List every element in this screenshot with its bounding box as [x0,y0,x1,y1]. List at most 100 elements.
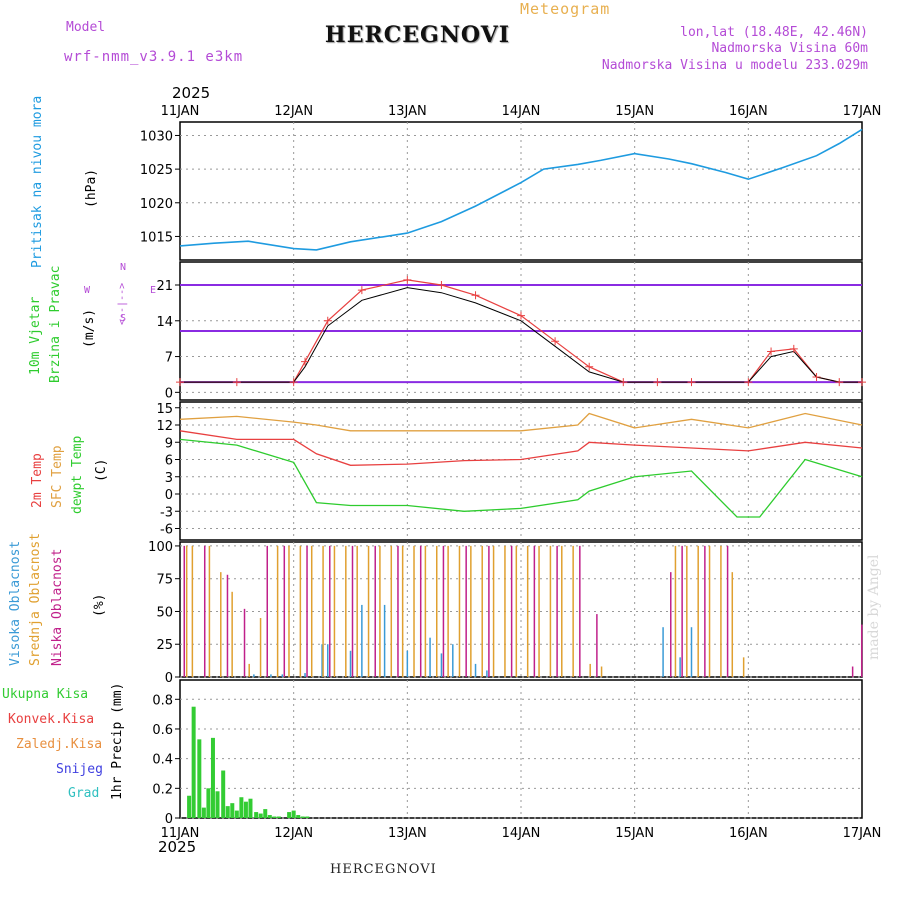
x-tick-label: 11JAN [161,826,200,841]
precip-label-hail: Grad [68,786,100,801]
precip-bar [243,801,248,818]
bottom-title: HERCEGNOVI [330,862,437,877]
x-tick-label: 17JAN [843,826,882,841]
gust-marker [653,378,662,387]
year-top: 2025 [172,84,211,102]
panel-frame [179,401,863,541]
compass-e: E [150,285,157,296]
x-tick-label: 12JAN [274,104,313,119]
x-tick-label: 14JAN [502,104,541,119]
precip-bar [201,807,206,818]
model-label: Model [66,20,106,35]
meteogram-label: Meteogram [520,0,611,18]
y-tick-label: 0 [165,812,173,827]
y-tick-label: 75 [156,573,173,588]
precip-bar [191,706,196,818]
precip-bar [210,737,215,818]
gust-marker [744,378,753,387]
panel-frame [179,679,863,819]
precip-bar [258,813,263,818]
precip-bar [254,812,259,818]
compass-s: S [120,313,127,324]
gust-marker [517,311,525,320]
gust-marker [403,275,412,284]
gust-marker [232,378,241,387]
precip-label-conv: Konvek.Kisa [8,712,95,727]
y-tick-label: 100 [148,540,173,555]
y-tick-label: 1025 [140,163,173,178]
y-tick-label: 1015 [140,230,173,245]
precip-bar [296,815,301,818]
y-tick-label: 0.2 [152,782,173,797]
y-tick-label: 21 [156,279,173,294]
precip-label-frz: Zaledj.Kisa [16,737,103,752]
panel-frame [179,121,863,261]
x-tick-label: 15JAN [615,104,654,119]
y-tick-label: 25 [156,638,173,653]
gust-marker [437,281,446,289]
precip-label-total: Ukupna Kisa [2,687,89,702]
precip-bar [272,816,277,818]
precip-bar [267,815,272,818]
precip-bar [197,739,202,818]
y-tick-label: 0.6 [152,723,173,738]
lonlat-label: lon,lat (18.48E, 42.46N) [680,25,868,40]
y-tick-label: -3 [160,505,173,520]
y-tick-label: 0.8 [152,693,173,708]
model-elevation-label: Nadmorska Visina u modelu 233.029m [601,58,868,73]
precip-bar [187,795,192,818]
gust-marker [858,378,866,387]
gust-marker [767,347,776,356]
y-tick-label: 0 [165,488,173,503]
x-tick-label: 12JAN [274,826,313,841]
precip-bar [287,812,292,818]
y-tick-label: 0 [165,671,173,686]
y-tick-label: 1030 [140,129,173,144]
y-tick-label: 0 [165,386,173,401]
x-tick-label: 16JAN [729,104,768,119]
y-tick-label: 1020 [140,197,173,212]
y-tick-label: -6 [160,523,173,538]
compass-n: N [120,262,127,273]
gust-marker [835,378,844,387]
y-tick-label: 6 [165,454,173,469]
precip-bar [239,797,244,818]
y-tick-label: 9 [165,436,173,451]
year-bottom: 2025 [158,838,197,856]
gust-marker [323,316,332,325]
gust-marker [585,362,594,371]
elevation-label: Nadmorska Visina 60m [711,41,868,56]
x-tick-label: 13JAN [388,826,427,841]
x-tick-label: 14JAN [502,826,541,841]
y-tick-label: 3 [165,471,173,486]
pressure-line [179,128,863,251]
precip-bar [215,791,220,818]
x-tick-label: 17JAN [843,104,882,119]
precip-bar [234,810,239,818]
gust-marker [687,378,696,387]
page-title: HERCEGNOVI [324,22,511,48]
y-tick-label: 0.4 [152,753,173,768]
precip-bar [305,816,310,818]
precip-bar [230,803,235,818]
gust-marker [551,337,560,346]
precip-bar [206,788,211,818]
precip-bar [263,809,268,818]
precip-bar [276,816,281,818]
precip-label-snow: Snijeg [56,762,103,777]
gust-marker [619,378,628,387]
gust-marker [301,357,310,366]
precip-bar [248,798,253,818]
y-tick-label: 14 [156,315,173,330]
y-tick-label: 7 [165,351,173,366]
model-name: wrf-nmm_v3.9.1 e3km [64,49,244,65]
x-tick-label: 11JAN [161,104,200,119]
y-tick-label: 50 [156,605,173,620]
gust-marker [471,291,480,300]
precip-bar [225,806,230,818]
gust-marker [812,373,821,381]
compass-w: W [84,285,91,296]
y-tick-label: 15 [156,402,173,417]
precip-bar [300,816,305,818]
